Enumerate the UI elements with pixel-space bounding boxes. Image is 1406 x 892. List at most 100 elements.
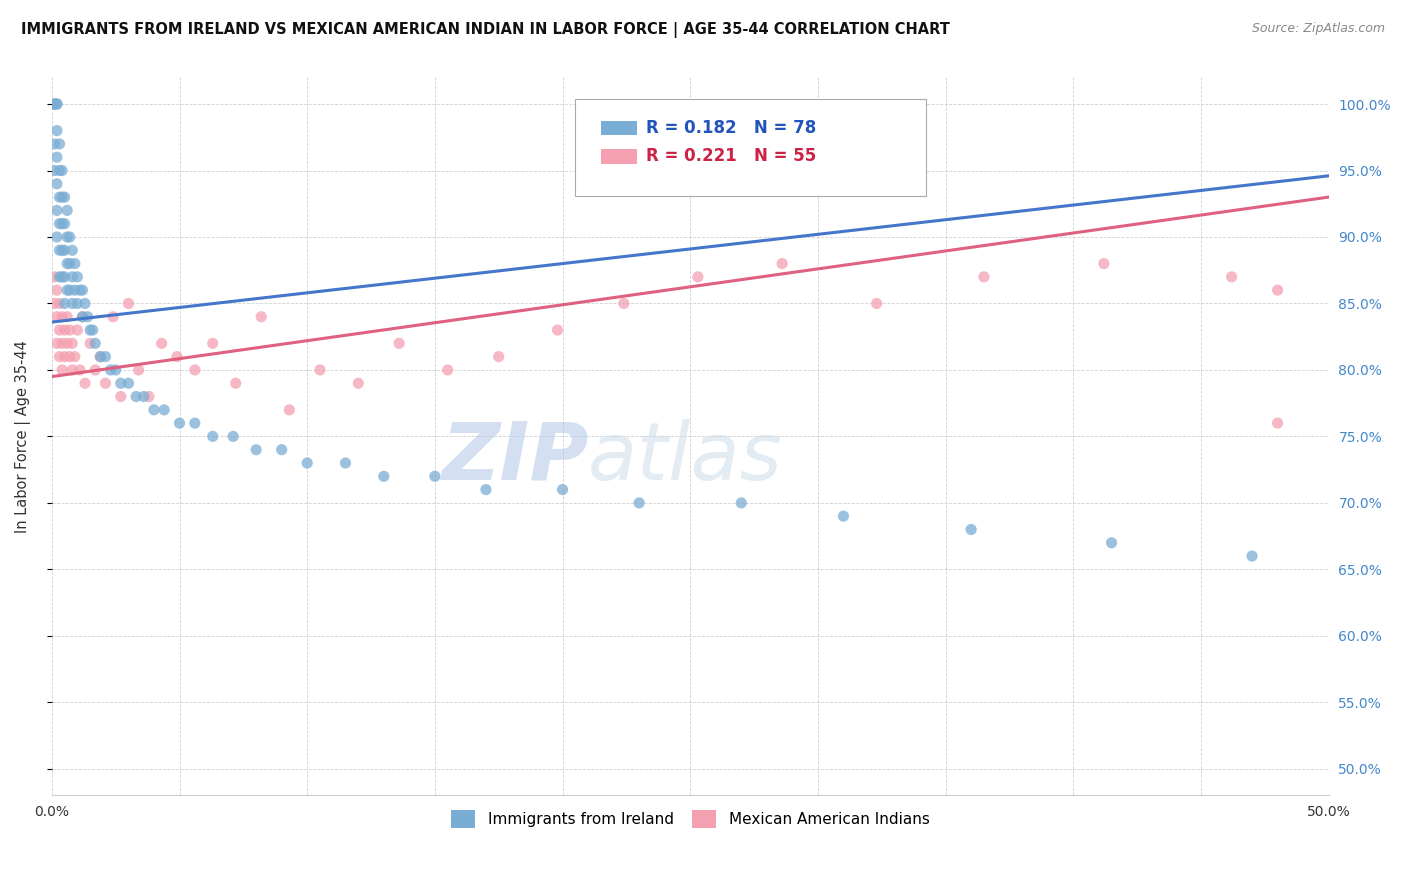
Point bbox=[613, 296, 636, 310]
Point bbox=[48, 136, 70, 151]
Point bbox=[730, 496, 752, 510]
Point bbox=[63, 256, 86, 270]
Point bbox=[48, 190, 70, 204]
Point bbox=[44, 97, 66, 112]
Point bbox=[278, 402, 301, 417]
Point bbox=[138, 390, 160, 404]
Text: IMMIGRANTS FROM IRELAND VS MEXICAN AMERICAN INDIAN IN LABOR FORCE | AGE 35-44 CO: IMMIGRANTS FROM IRELAND VS MEXICAN AMERI… bbox=[21, 22, 950, 38]
Point bbox=[184, 416, 207, 430]
Point bbox=[48, 163, 70, 178]
Point bbox=[51, 190, 73, 204]
Point bbox=[48, 244, 70, 258]
Point bbox=[72, 310, 94, 324]
Point bbox=[551, 483, 574, 497]
Point bbox=[628, 496, 651, 510]
Point bbox=[1101, 535, 1123, 549]
Point bbox=[53, 217, 76, 231]
Point bbox=[45, 177, 67, 191]
Point bbox=[82, 323, 104, 337]
Point bbox=[45, 310, 67, 324]
Point bbox=[51, 163, 73, 178]
Point bbox=[79, 336, 101, 351]
Point bbox=[94, 350, 117, 364]
Point bbox=[832, 509, 855, 524]
Point bbox=[44, 163, 66, 178]
Point bbox=[423, 469, 446, 483]
Point bbox=[89, 350, 111, 364]
Point bbox=[770, 256, 793, 270]
Point bbox=[100, 363, 122, 377]
Legend: Immigrants from Ireland, Mexican American Indians: Immigrants from Ireland, Mexican America… bbox=[444, 804, 935, 834]
Point bbox=[128, 363, 150, 377]
Point bbox=[45, 230, 67, 244]
Point bbox=[866, 296, 889, 310]
Point bbox=[76, 310, 98, 324]
Point bbox=[94, 376, 117, 391]
Point bbox=[1241, 549, 1264, 563]
Point bbox=[69, 363, 91, 377]
Point bbox=[110, 376, 132, 391]
Point bbox=[84, 336, 107, 351]
Point bbox=[48, 217, 70, 231]
Point bbox=[201, 429, 224, 443]
Point bbox=[73, 296, 96, 310]
Point bbox=[53, 350, 76, 364]
Point bbox=[110, 390, 132, 404]
Point bbox=[1267, 416, 1289, 430]
Point bbox=[143, 402, 166, 417]
Point bbox=[72, 283, 94, 297]
Point bbox=[201, 336, 224, 351]
Point bbox=[125, 390, 148, 404]
Point bbox=[59, 350, 82, 364]
Point bbox=[79, 323, 101, 337]
Point bbox=[373, 469, 395, 483]
Point bbox=[347, 376, 370, 391]
Point bbox=[45, 283, 67, 297]
Point bbox=[60, 269, 83, 284]
Text: atlas: atlas bbox=[588, 419, 783, 497]
Point bbox=[960, 523, 983, 537]
Point bbox=[48, 350, 70, 364]
Point bbox=[1220, 269, 1243, 284]
Point bbox=[1267, 283, 1289, 297]
Point bbox=[53, 269, 76, 284]
Point bbox=[546, 323, 568, 337]
Point bbox=[60, 363, 83, 377]
Point bbox=[488, 350, 510, 364]
Point bbox=[45, 97, 67, 112]
Point bbox=[973, 269, 995, 284]
Point bbox=[59, 323, 82, 337]
Point bbox=[59, 283, 82, 297]
Point bbox=[45, 150, 67, 164]
Point bbox=[436, 363, 458, 377]
Point bbox=[60, 244, 83, 258]
Point bbox=[51, 363, 73, 377]
Point bbox=[48, 269, 70, 284]
Text: R = 0.221   N = 55: R = 0.221 N = 55 bbox=[645, 147, 815, 165]
Point bbox=[335, 456, 357, 470]
Point bbox=[56, 230, 79, 244]
Point bbox=[53, 296, 76, 310]
Point bbox=[117, 376, 139, 391]
Text: ZIP: ZIP bbox=[440, 419, 588, 497]
Point bbox=[153, 402, 176, 417]
Point bbox=[45, 203, 67, 218]
Point bbox=[222, 429, 245, 443]
Point bbox=[44, 269, 66, 284]
Point bbox=[225, 376, 247, 391]
Point bbox=[309, 363, 332, 377]
Point bbox=[59, 230, 82, 244]
Point bbox=[66, 323, 89, 337]
Point bbox=[48, 323, 70, 337]
Point bbox=[51, 336, 73, 351]
Text: R = 0.182   N = 78: R = 0.182 N = 78 bbox=[645, 119, 815, 136]
Point bbox=[63, 283, 86, 297]
Point bbox=[132, 390, 155, 404]
Point bbox=[45, 123, 67, 137]
Point bbox=[250, 310, 273, 324]
Point bbox=[44, 136, 66, 151]
Point bbox=[117, 296, 139, 310]
Text: Source: ZipAtlas.com: Source: ZipAtlas.com bbox=[1251, 22, 1385, 36]
Point bbox=[169, 416, 191, 430]
Point bbox=[56, 256, 79, 270]
